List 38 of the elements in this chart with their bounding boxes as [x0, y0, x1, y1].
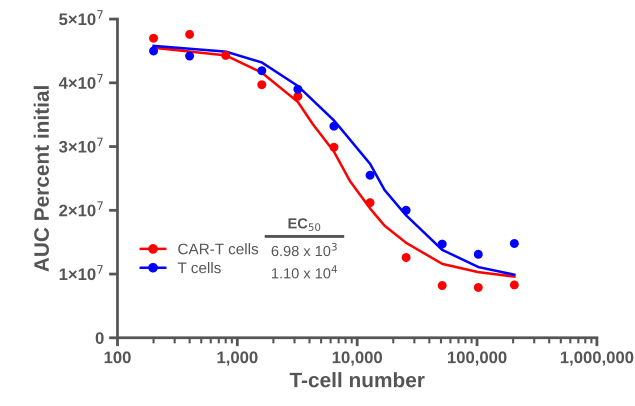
y-tick-label: 5×10$^{7}$ — [59, 10, 103, 26]
point — [366, 198, 375, 208]
point — [185, 52, 194, 61]
x-tick-label: 100,000 — [448, 351, 506, 366]
legend-label: CAR-T cells — [178, 243, 258, 254]
point — [329, 142, 338, 152]
point — [149, 46, 158, 56]
annotation: EC$_{50}$ — [288, 218, 320, 231]
legend-label: T cells — [178, 262, 221, 274]
y-tick-label: 1×10$^{7}$ — [60, 265, 103, 280]
annotation: 1.10 x 10$^{4}$ — [272, 265, 337, 278]
point — [402, 252, 411, 262]
point — [293, 84, 302, 94]
point — [474, 250, 483, 259]
point — [366, 170, 375, 180]
y-tick-label: 0 — [96, 332, 104, 344]
point — [257, 80, 266, 90]
point — [221, 50, 230, 60]
y-axis-title: AUC Percent initial — [34, 86, 49, 272]
point — [510, 238, 519, 248]
point — [438, 281, 447, 290]
point — [185, 30, 194, 39]
y-tick-label: 2×10$^{7}$ — [59, 201, 103, 216]
x-tick-label: 100 — [104, 351, 131, 364]
x-tick-label: 10,000 — [332, 351, 382, 366]
point — [402, 206, 411, 215]
point — [257, 66, 266, 76]
point — [510, 280, 519, 290]
x-axis-title: T-cell number — [290, 372, 425, 388]
x-tick-label: 1,000,000 — [560, 351, 634, 366]
point — [329, 122, 338, 131]
point — [149, 34, 158, 43]
annotation: 6.98 x 10$^{3}$ — [272, 242, 337, 256]
point — [474, 282, 483, 292]
y-tick-label: 4×10$^{7}$ — [58, 74, 103, 89]
y-tick-label: 3×10$^{7}$ — [58, 138, 103, 153]
x-tick-label: 1,000 — [218, 351, 258, 366]
point — [438, 240, 447, 249]
